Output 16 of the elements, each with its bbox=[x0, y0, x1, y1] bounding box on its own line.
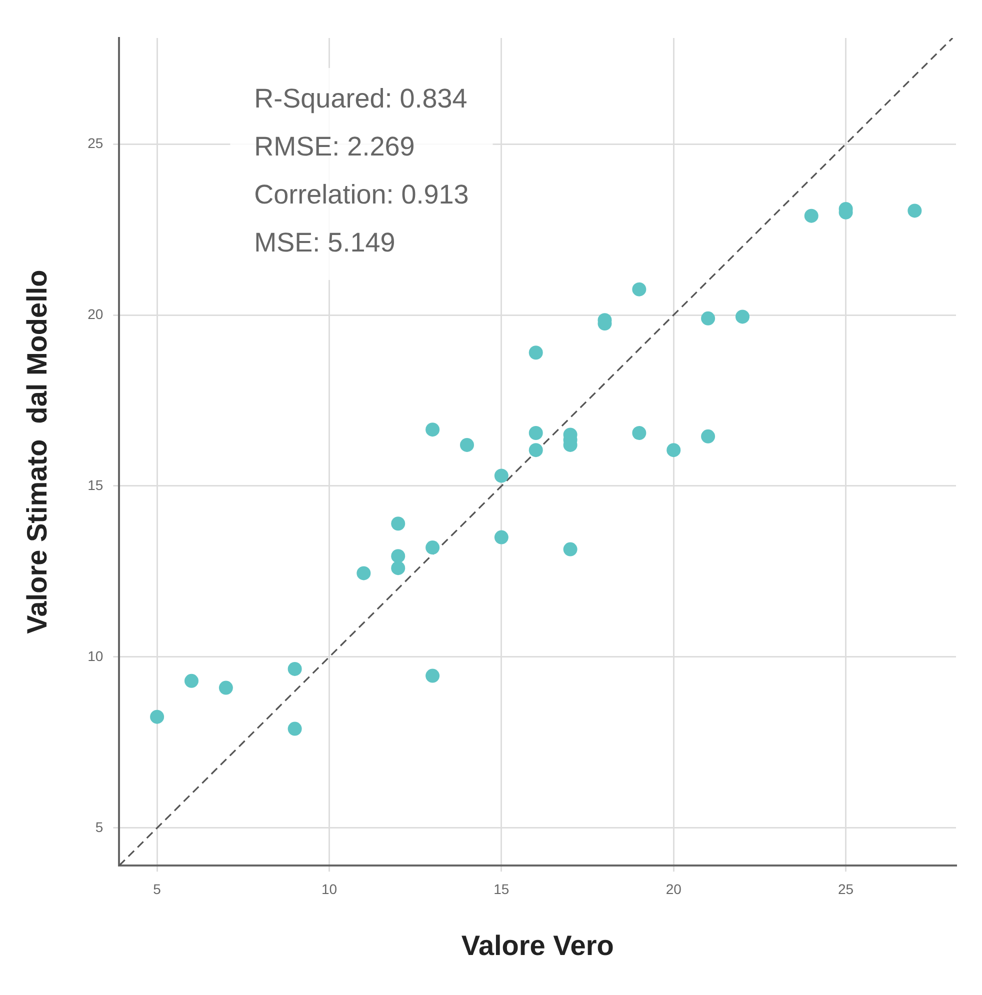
y-tick-label: 25 bbox=[88, 134, 104, 151]
y-tick-label: 5 bbox=[95, 818, 104, 835]
x-tick-label: 20 bbox=[666, 880, 682, 897]
annotation: MSE: 5.149 bbox=[254, 227, 396, 258]
y-tick-label: 10 bbox=[88, 648, 104, 664]
y-tick-label: 15 bbox=[88, 476, 104, 493]
x-tick-label: 15 bbox=[494, 880, 510, 897]
y-tick-label: 20 bbox=[88, 306, 104, 322]
x-tick-label: 5 bbox=[153, 880, 162, 897]
annotation: Correlation: 0.913 bbox=[254, 179, 469, 210]
x-axis-title: Valore Vero bbox=[461, 930, 614, 961]
annotation: RMSE: 2.269 bbox=[254, 131, 415, 162]
x-tick-label: 10 bbox=[321, 880, 338, 897]
x-tick-label: 25 bbox=[838, 880, 854, 897]
annotation: R-Squared: 0.834 bbox=[254, 83, 468, 114]
y-axis-title: Valore Stimato dal Modello bbox=[22, 270, 53, 634]
